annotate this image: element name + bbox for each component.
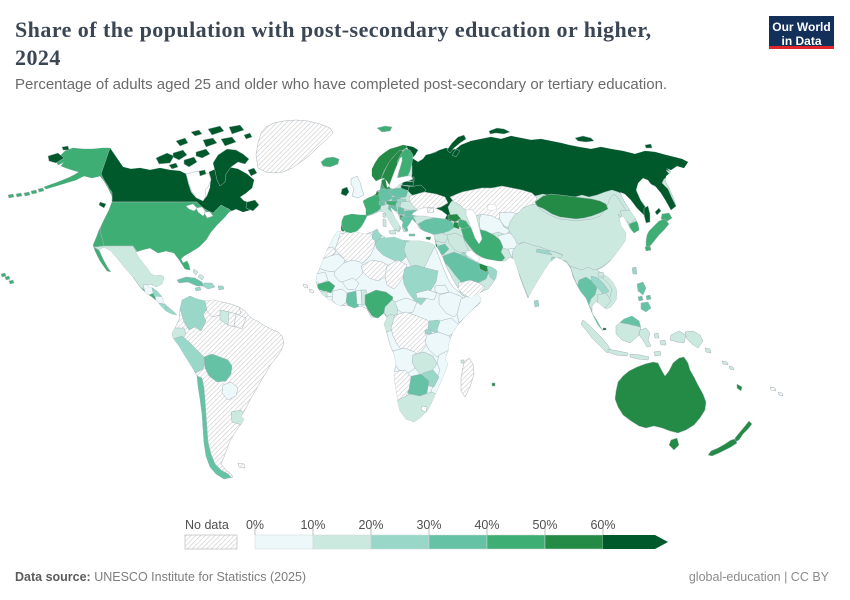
svg-text:20%: 20%: [358, 518, 383, 532]
svg-text:30%: 30%: [416, 518, 441, 532]
svg-text:10%: 10%: [300, 518, 325, 532]
svg-text:60%: 60%: [590, 518, 615, 532]
svg-text:50%: 50%: [532, 518, 557, 532]
svg-text:40%: 40%: [474, 518, 499, 532]
svg-text:No data: No data: [185, 518, 229, 532]
svg-text:0%: 0%: [246, 518, 264, 532]
